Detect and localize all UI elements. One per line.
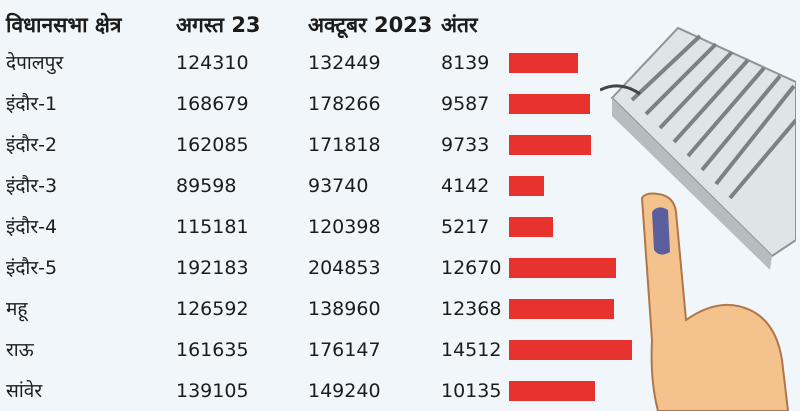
august-value: 126592 — [176, 298, 249, 320]
constituency-name: देपालपुर — [6, 52, 64, 74]
august-value: 192183 — [176, 257, 249, 279]
table-row: इंदौर-4 115181 120398 5217 — [0, 208, 800, 246]
header-difference: अंतर — [441, 13, 478, 37]
august-value: 161635 — [176, 339, 249, 361]
october-value: 120398 — [308, 216, 381, 238]
evm-voting-illustration — [600, 26, 796, 411]
constituency-name: महू — [6, 298, 28, 320]
table-row: राऊ 161635 176147 14512 — [0, 331, 800, 369]
august-value: 168679 — [176, 93, 249, 115]
header-constituency: विधानसभा क्षेत्र — [6, 13, 122, 37]
difference-value: 10135 — [441, 380, 502, 402]
constituency-name: इंदौर-2 — [6, 134, 58, 156]
difference-value: 14512 — [441, 339, 502, 361]
table-row: इंदौर-5 192183 204853 12670 — [0, 249, 800, 287]
august-value: 89598 — [176, 175, 237, 197]
october-value: 171818 — [308, 134, 381, 156]
table-row: इंदौर-3 89598 93740 4142 — [0, 167, 800, 205]
difference-value: 8139 — [441, 52, 490, 74]
difference-bar — [509, 53, 578, 73]
table-header: विधानसभा क्षेत्र अगस्त 23 अक्टूबर 2023 अ… — [0, 6, 800, 44]
difference-value: 12670 — [441, 257, 502, 279]
october-value: 176147 — [308, 339, 381, 361]
difference-value: 12368 — [441, 298, 502, 320]
difference-bar — [509, 340, 632, 360]
august-value: 139105 — [176, 380, 249, 402]
constituency-name: इंदौर-3 — [6, 175, 58, 197]
difference-bar — [509, 176, 544, 196]
difference-bar — [509, 299, 614, 319]
october-value: 178266 — [308, 93, 381, 115]
constituency-name: सांवेर — [6, 380, 43, 402]
table-row: देपालपुर 124310 132449 8139 — [0, 44, 800, 82]
october-value: 204853 — [308, 257, 381, 279]
header-august: अगस्त 23 — [176, 13, 261, 37]
table-row: इंदौर-1 168679 178266 9587 — [0, 85, 800, 123]
october-value: 138960 — [308, 298, 381, 320]
difference-value: 5217 — [441, 216, 490, 238]
august-value: 115181 — [176, 216, 249, 238]
difference-bar — [509, 217, 553, 237]
constituency-name: इंदौर-5 — [6, 257, 58, 279]
difference-bar — [509, 381, 595, 401]
constituency-name: इंदौर-1 — [6, 93, 58, 115]
october-value: 132449 — [308, 52, 381, 74]
difference-value: 9733 — [441, 134, 490, 156]
constituency-name: राऊ — [6, 339, 34, 361]
difference-value: 4142 — [441, 175, 490, 197]
august-value: 124310 — [176, 52, 249, 74]
constituency-name: इंदौर-4 — [6, 216, 58, 238]
table-row: महू 126592 138960 12368 — [0, 290, 800, 328]
difference-bar — [509, 135, 591, 155]
table-row: इंदौर-2 162085 171818 9733 — [0, 126, 800, 164]
october-value: 93740 — [308, 175, 369, 197]
difference-bar — [509, 258, 616, 278]
difference-bar — [509, 94, 590, 114]
october-value: 149240 — [308, 380, 381, 402]
header-october: अक्टूबर 2023 — [308, 13, 433, 37]
difference-value: 9587 — [441, 93, 490, 115]
august-value: 162085 — [176, 134, 249, 156]
table-row: सांवेर 139105 149240 10135 — [0, 372, 800, 410]
